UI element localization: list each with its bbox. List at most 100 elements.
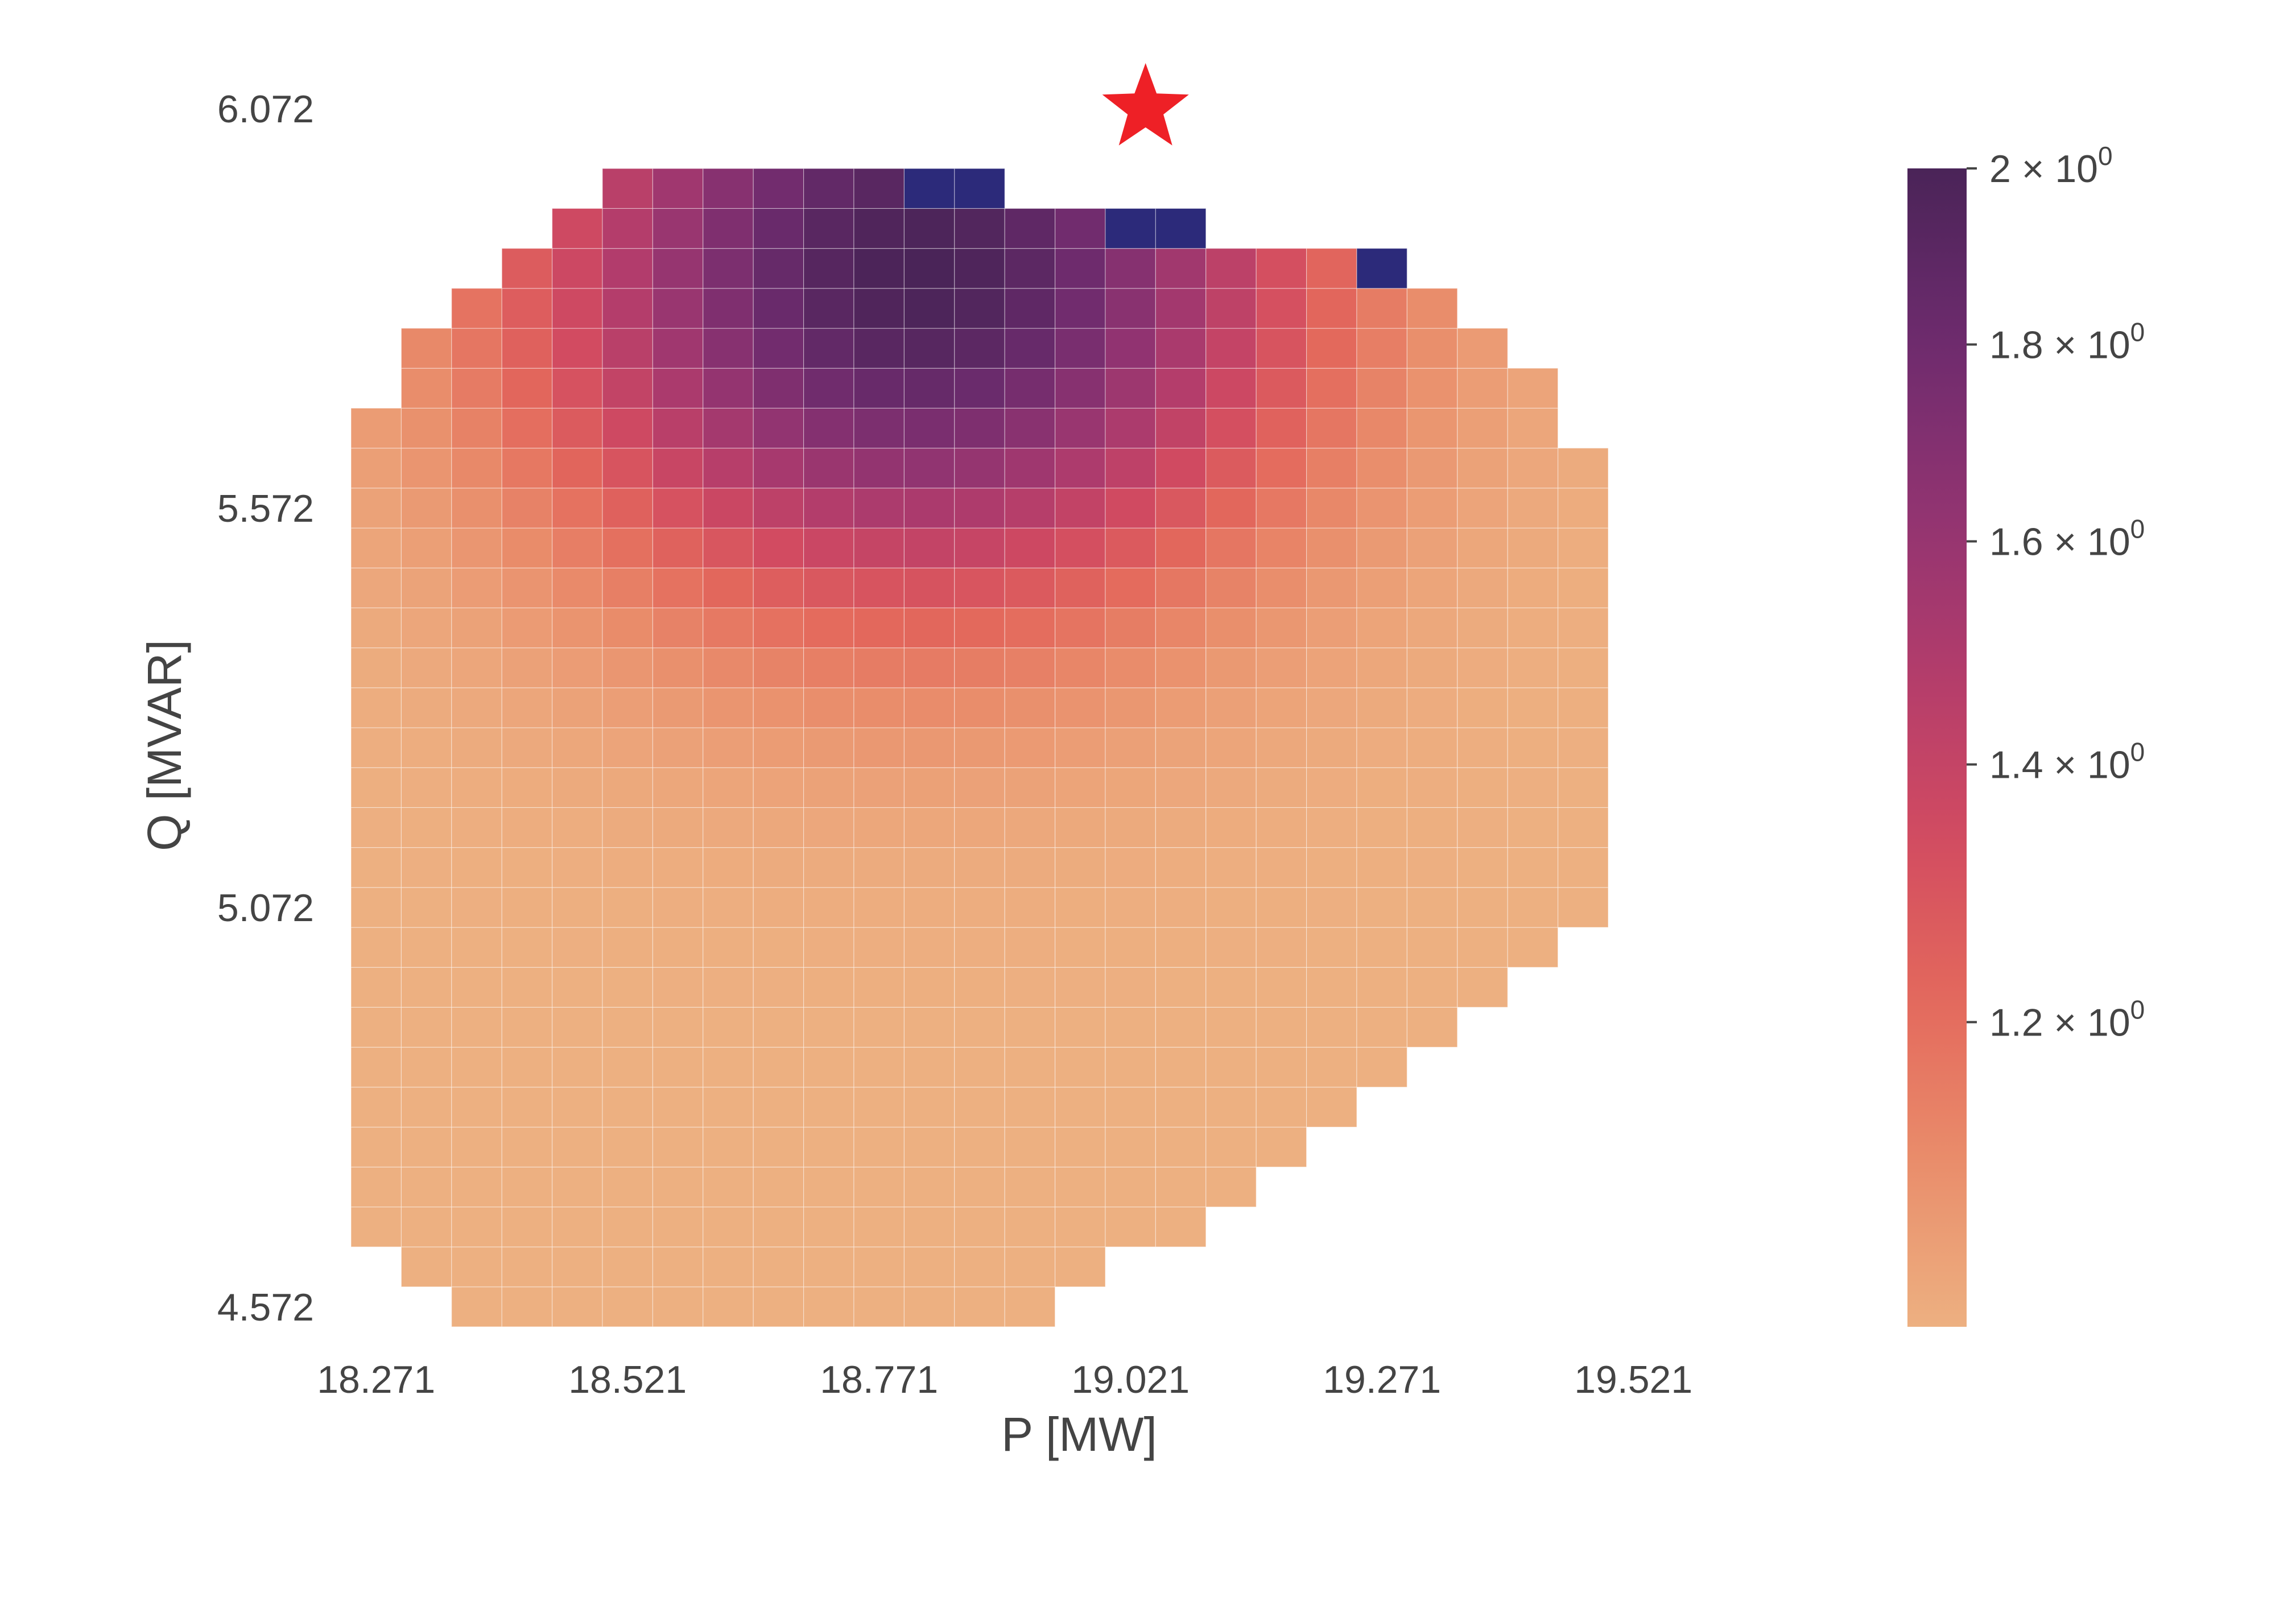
heatmap-cell (1406, 567, 1458, 609)
heatmap-cell (753, 248, 804, 289)
heatmap-cell (1105, 407, 1157, 449)
heatmap-cell (1004, 248, 1056, 289)
heatmap-cell (652, 1166, 704, 1207)
heatmap-cell (1306, 488, 1357, 529)
heatmap-cell (451, 927, 502, 968)
heatmap-cell (350, 1206, 402, 1248)
heatmap-cell (400, 687, 452, 728)
heatmap-cell (652, 967, 704, 1008)
heatmap-cell (652, 168, 704, 209)
heatmap-cell (1406, 887, 1458, 928)
heatmap-cell (1507, 567, 1559, 609)
heatmap-cell (451, 887, 502, 928)
heatmap-cell (903, 807, 955, 848)
heatmap-cell (652, 1286, 704, 1327)
heatmap-cell (1356, 368, 1408, 409)
heatmap-cell (1356, 887, 1408, 928)
heatmap-cell (703, 208, 754, 249)
heatmap-cell (602, 607, 654, 649)
heatmap-cell (1004, 288, 1056, 329)
heatmap-cell (350, 1087, 402, 1128)
heatmap-cell (853, 847, 905, 888)
heatmap-cell (1256, 887, 1307, 928)
heatmap-cell (903, 1127, 955, 1167)
heatmap-cell (703, 1046, 754, 1088)
heatmap-cell (1558, 447, 1609, 489)
heatmap-cell (1256, 807, 1307, 848)
heatmap-cell (501, 767, 553, 808)
heatmap-cell (903, 447, 955, 489)
heatmap-cell (1256, 1006, 1307, 1048)
heatmap-cell (1306, 328, 1357, 369)
heatmap-cell (451, 727, 502, 768)
heatmap-cell (551, 1166, 603, 1207)
heatmap-cell (1004, 807, 1056, 848)
heatmap-cell (1457, 607, 1508, 649)
heatmap-cell (400, 1206, 452, 1248)
heatmap-cell (451, 368, 502, 409)
heatmap-cell (853, 727, 905, 768)
heatmap-cell (602, 1166, 654, 1207)
heatmap-cell (501, 328, 553, 369)
heatmap-cell (1306, 407, 1357, 449)
heatmap-cell (1155, 208, 1207, 249)
heatmap-cell (1256, 967, 1307, 1008)
heatmap-cell (602, 807, 654, 848)
heatmap-cell (1105, 488, 1157, 529)
colorbar-tick-label: 1.4 × 100 (1989, 737, 2145, 787)
heatmap-cell (602, 488, 654, 529)
heatmap-cell (903, 967, 955, 1008)
heatmap-cell (1558, 567, 1609, 609)
heatmap-cell (551, 248, 603, 289)
heatmap-cell (1256, 687, 1307, 728)
heatmap-cell (400, 1166, 452, 1207)
heatmap-cell (954, 647, 1005, 688)
heatmap-cell (954, 248, 1005, 289)
heatmap-cell (703, 847, 754, 888)
heatmap-cell (451, 807, 502, 848)
heatmap-cell (602, 527, 654, 568)
heatmap-cell (753, 488, 804, 529)
heatmap-cell (853, 407, 905, 449)
heatmap-cell (1406, 368, 1458, 409)
heatmap-cell (501, 248, 553, 289)
heatmap-cell (1155, 847, 1207, 888)
heatmap-cell (703, 887, 754, 928)
heatmap-cell (551, 1046, 603, 1088)
heatmap-cell (703, 1206, 754, 1248)
heatmap-cell (1558, 887, 1609, 928)
heatmap-cell (853, 248, 905, 289)
heatmap-cell (551, 1127, 603, 1167)
heatmap-cell (1507, 847, 1559, 888)
heatmap-cell (803, 567, 854, 609)
heatmap-cell (501, 1247, 553, 1288)
heatmap-cell (1105, 1166, 1157, 1207)
heatmap-cell (853, 807, 905, 848)
heatmap-cell (602, 1046, 654, 1088)
heatmap-cell (1356, 727, 1408, 768)
heatmap-cell (451, 607, 502, 649)
heatmap-cell (703, 288, 754, 329)
heatmap-cell (903, 1247, 955, 1288)
heatmap-cell (551, 1087, 603, 1128)
heatmap-cell (1004, 1206, 1056, 1248)
heatmap-cell (1155, 807, 1207, 848)
heatmap-cell (350, 647, 402, 688)
heatmap-cell (652, 1247, 704, 1288)
heatmap-cell (1105, 368, 1157, 409)
heatmap-cell (1205, 967, 1257, 1008)
heatmap-cell (1507, 407, 1559, 449)
heatmap-cell (753, 887, 804, 928)
heatmap-cell (551, 407, 603, 449)
heatmap-cell (1205, 1166, 1257, 1207)
heatmap-cell (1356, 687, 1408, 728)
heatmap-cell (1004, 527, 1056, 568)
heatmap-cell (350, 1127, 402, 1167)
heatmap-cell (803, 767, 854, 808)
heatmap-cell (501, 607, 553, 649)
heatmap-cell (1306, 727, 1357, 768)
heatmap-cell (753, 727, 804, 768)
heatmap-cell (853, 1206, 905, 1248)
heatmap-cell (1004, 368, 1056, 409)
